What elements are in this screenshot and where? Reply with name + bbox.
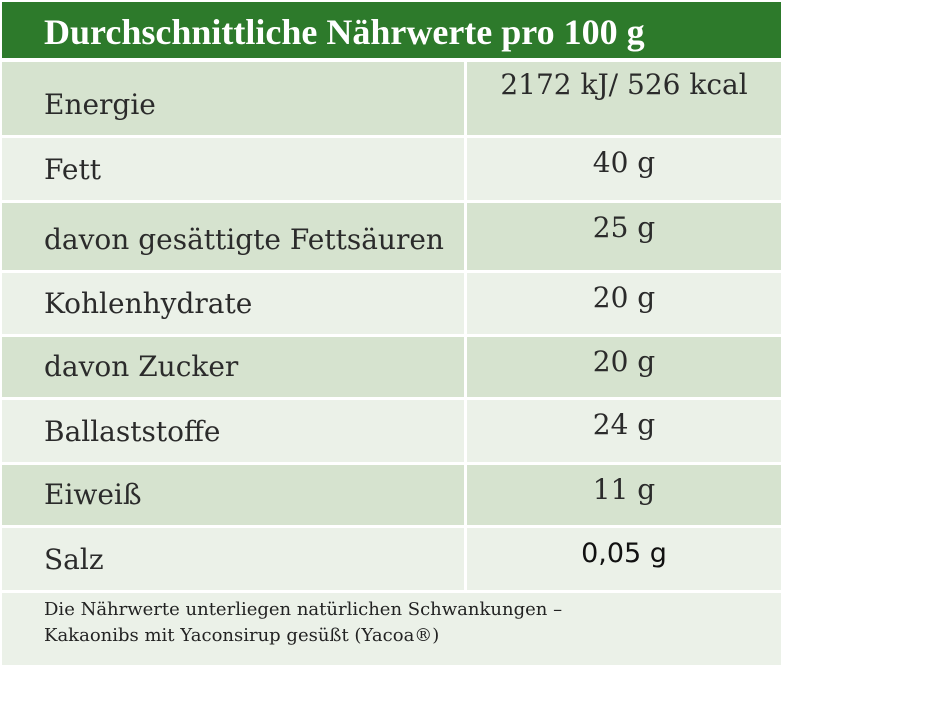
row-value: 20 g — [592, 281, 656, 314]
row-value: 25 g — [592, 211, 656, 244]
row-label: Salz — [2, 528, 467, 590]
table-row-kohlenhydrate: Kohlenhydrate 20 g — [2, 273, 781, 337]
table-row-gesaettigte-fettsaeuren: davon gesättigte Fettsäuren 25 g — [2, 203, 781, 273]
table-row-ballaststoffe: Ballaststoffe 24 g — [2, 400, 781, 465]
nutrition-table: Durchschnittliche Nährwerte pro 100 g En… — [2, 2, 781, 665]
footnote-line-2: Kakaonibs mit Yaconsirup gesüßt (Yacoa®) — [44, 625, 440, 646]
row-label: davon Zucker — [2, 337, 467, 397]
table-row-energie: Energie 2172 kJ/ 526 kcal — [2, 62, 781, 138]
row-value: 24 g — [592, 408, 656, 441]
row-value: 11 g — [592, 473, 656, 506]
row-label: Fett — [2, 138, 467, 200]
row-value: 40 g — [592, 146, 656, 179]
footnote: Die Nährwerte unterliegen natürlichen Sc… — [2, 593, 781, 665]
row-value: 2172 kJ/ 526 kcal — [500, 68, 748, 101]
row-label: Ballaststoffe — [2, 400, 467, 462]
row-label: Eiweiß — [2, 465, 467, 525]
row-value: 0,05 g — [581, 538, 667, 569]
row-label: Kohlenhydrate — [2, 273, 467, 334]
table-row-zucker: davon Zucker 20 g — [2, 337, 781, 400]
footnote-line-1: Die Nährwerte unterliegen natürlichen Sc… — [44, 599, 563, 620]
table-row-eiweiss: Eiweiß 11 g — [2, 465, 781, 528]
table-title: Durchschnittliche Nährwerte pro 100 g — [2, 2, 781, 62]
table-row-salz: Salz 0,05 g — [2, 528, 781, 593]
row-label: davon gesättigte Fettsäuren — [2, 203, 467, 270]
row-value: 20 g — [592, 345, 656, 378]
table-row-fett: Fett 40 g — [2, 138, 781, 203]
row-label: Energie — [2, 62, 467, 135]
